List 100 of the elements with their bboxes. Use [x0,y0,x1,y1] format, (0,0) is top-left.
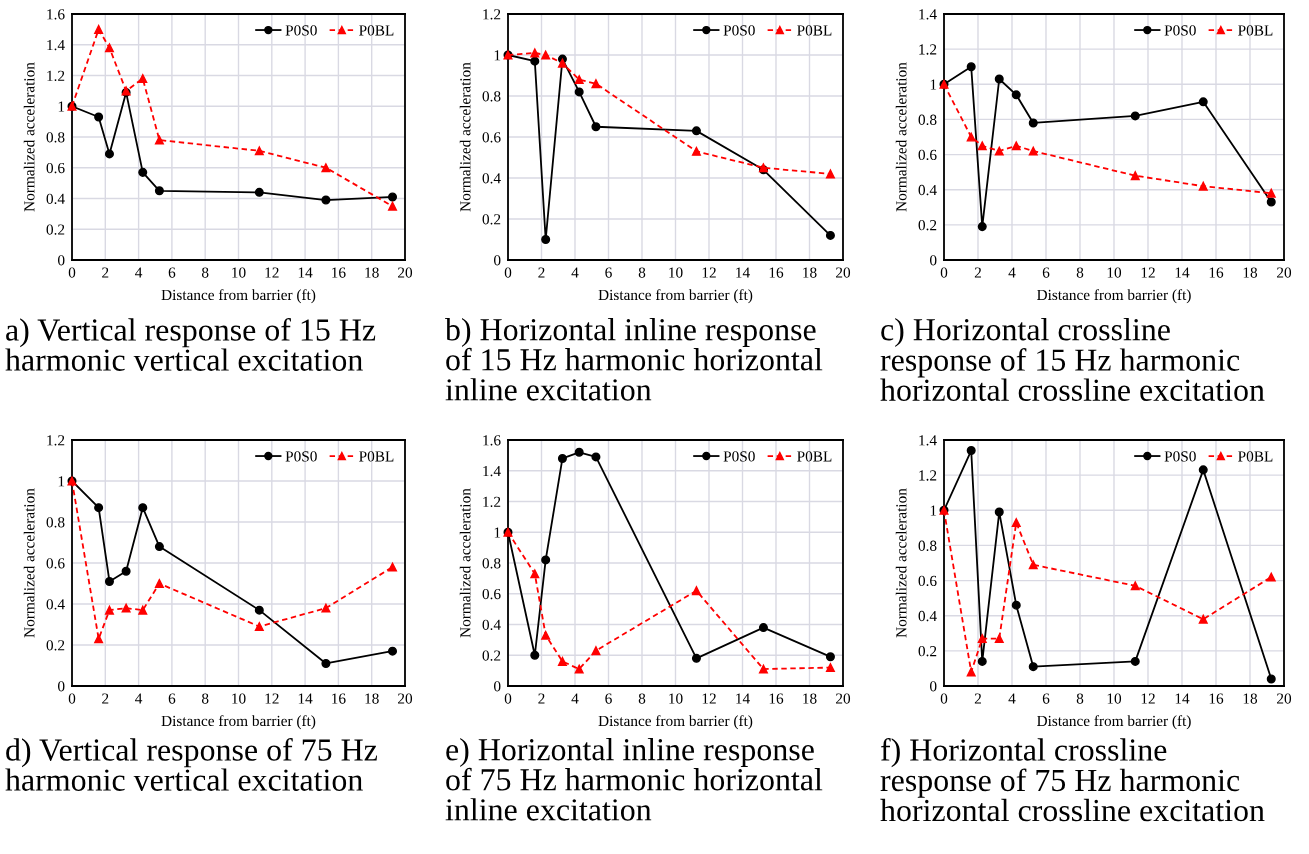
x-tick-label: 6 [605,267,612,278]
legend-label: P0BL [797,451,832,462]
x-tick-label: 14 [298,267,313,278]
x-tick-label: 10 [669,267,683,278]
x-tick-label: 16 [1209,267,1224,278]
x-tick-label: 14 [736,267,750,278]
y-tick-label: 0.2 [918,220,937,231]
x-tick-label: 20 [398,693,413,704]
x-tick-label: 4 [571,267,579,278]
legend-label: P0BL [359,25,394,36]
y-tick-label: 0.6 [482,132,501,143]
y-tick-label: 1.2 [483,496,501,508]
y-axis-title: Normalized acceleration [895,488,907,638]
x-tick-label: 16 [769,267,784,278]
x-tick-label: 18 [803,267,817,278]
y-tick-label: 0.6 [918,575,937,587]
x-tick-label: 12 [702,693,716,704]
y-tick-label: 1 [930,79,937,90]
y-tick-label: 1 [930,505,937,516]
y-tick-label: 1.2 [919,44,937,55]
x-tick-label: 12 [702,267,716,278]
y-axis-title: Normalized acceleration [895,62,907,212]
legend-label: P0BL [1238,25,1273,36]
x-tick-label: 10 [232,693,246,704]
x-tick-label: 8 [1076,693,1084,704]
y-tick-label: 0.2 [482,650,501,661]
x-tick-label: 14 [736,693,750,704]
y-axis-title: Normalized acceleration [459,62,471,212]
y-tick-label: 1.4 [47,39,65,51]
y-tick-label: 0.4 [482,173,501,184]
y-tick-label: 1.4 [919,9,937,20]
x-tick-label: 4 [135,693,143,704]
text: b) Horizontal inline response of 15 Hz harmonic horizontal inline excitation [445,318,823,401]
x-tick-label: 16 [769,693,784,704]
x-tick-label: 0 [504,267,512,278]
y-axis-title: Normalized acceleration [459,488,471,638]
x-tick-label: 2 [102,267,109,278]
y-tick-label: 1.4 [919,435,937,446]
x-tick-label: 18 [365,267,379,278]
y-axis-title: Normalized acceleration [23,488,35,638]
x-tick-label: 0 [940,267,948,278]
x-tick-label: 14 [1175,267,1190,278]
y-tick-label: 0.8 [918,114,937,125]
y-tick-label: 0 [930,681,937,692]
x-tick-label: 4 [135,267,143,278]
x-tick-label: 20 [836,693,851,704]
y-tick-label: 0.4 [46,193,65,205]
y-tick-label: 1.6 [47,9,65,20]
x-tick-label: 20 [1277,693,1292,704]
x-tick-label: 18 [1243,693,1258,704]
y-tick-label: 0 [930,255,937,266]
legend-label: P0BL [359,451,394,462]
y-tick-label: 1.2 [47,435,65,446]
y-tick-label: 0.2 [482,214,501,225]
y-tick-label: 1 [494,50,501,61]
text: e) Horizontal inline response of 75 Hz harmonic horizontal inline excitation [445,738,823,821]
x-tick-label: 4 [1008,267,1016,278]
x-tick-label: 16 [332,693,346,704]
x-axis-title: Distance from barrier (ft) [161,289,316,304]
y-tick-label: 0.6 [482,588,501,600]
y-tick-label: 0 [58,255,65,266]
x-tick-label: 8 [201,693,209,704]
x-tick-label: 20 [398,267,413,278]
legend-label: P0BL [1238,451,1273,462]
legend-label: P0S0 [723,451,755,462]
y-tick-label: 0.8 [918,540,937,551]
y-tick-label: 0.4 [482,619,501,631]
x-tick-label: 12 [265,267,279,278]
y-tick-label: 0.6 [918,149,937,161]
x-tick-label: 2 [538,693,545,704]
x-tick-label: 8 [201,267,209,278]
text: a) Vertical response of 15 Hz harmonic vertical excitation [5,318,376,371]
legend-label: P0S0 [1164,25,1196,36]
legend-label: P0BL [797,25,832,36]
x-tick-label: 12 [265,693,279,704]
y-tick-label: 0.4 [918,184,937,196]
x-tick-label: 10 [1107,267,1122,278]
x-tick-label: 2 [538,267,545,278]
x-tick-label: 8 [638,267,646,278]
x-tick-label: 0 [68,693,76,704]
x-tick-label: 4 [571,693,579,704]
x-tick-label: 14 [1175,693,1190,704]
x-tick-label: 18 [803,693,817,704]
y-axis-title: Normalized acceleration [23,62,35,212]
text: c) Horizontal crossline response of 15 Hz harmonic horizontal crossline excitation [880,318,1265,401]
x-tick-label: 0 [68,267,76,278]
y-tick-label: 1 [58,101,65,112]
x-tick-label: 16 [332,267,346,278]
y-tick-label: 0.8 [482,91,501,102]
y-tick-label: 1.2 [483,9,501,20]
y-tick-label: 0.2 [46,640,65,651]
y-tick-label: 1.6 [483,435,501,446]
y-tick-label: 0.8 [46,132,65,143]
x-tick-label: 0 [504,693,512,704]
x-axis-title: Distance from barrier (ft) [161,715,316,730]
y-tick-label: 0.8 [482,558,501,569]
x-tick-label: 10 [669,693,683,704]
text: d) Vertical response of 75 Hz harmonic vertical excitation [5,738,377,791]
x-tick-label: 12 [1141,267,1155,278]
y-tick-label: 1 [58,476,65,487]
